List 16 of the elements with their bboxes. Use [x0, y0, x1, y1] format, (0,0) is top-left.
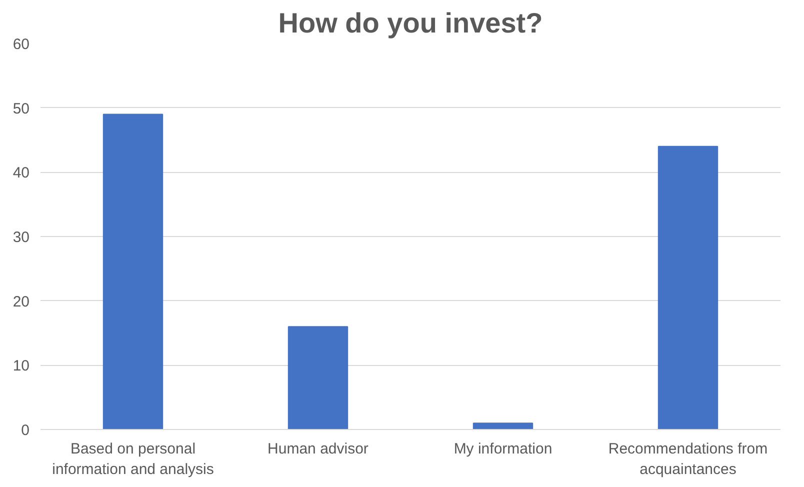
y-tick-label: 50 [12, 100, 30, 118]
x-tick-label: Recommendations from acquaintances [608, 440, 768, 478]
y-tick-label: 0 [21, 422, 30, 439]
bar [472, 422, 534, 430]
y-tick-label: 30 [12, 229, 30, 246]
x-tick-label: Based on personal information and analysis [52, 440, 214, 478]
y-tick-label: 20 [12, 293, 30, 310]
y-tick-label: 10 [12, 358, 30, 375]
chart-title: How do you invest? [278, 8, 543, 38]
bar [658, 146, 718, 430]
x-tick-label: My information [454, 440, 552, 458]
y-tick-label: 60 [12, 36, 30, 53]
y-tick-label: 40 [12, 164, 30, 182]
x-tick-label: Human advisor [268, 440, 368, 458]
bar [102, 114, 164, 430]
bar [288, 326, 348, 430]
